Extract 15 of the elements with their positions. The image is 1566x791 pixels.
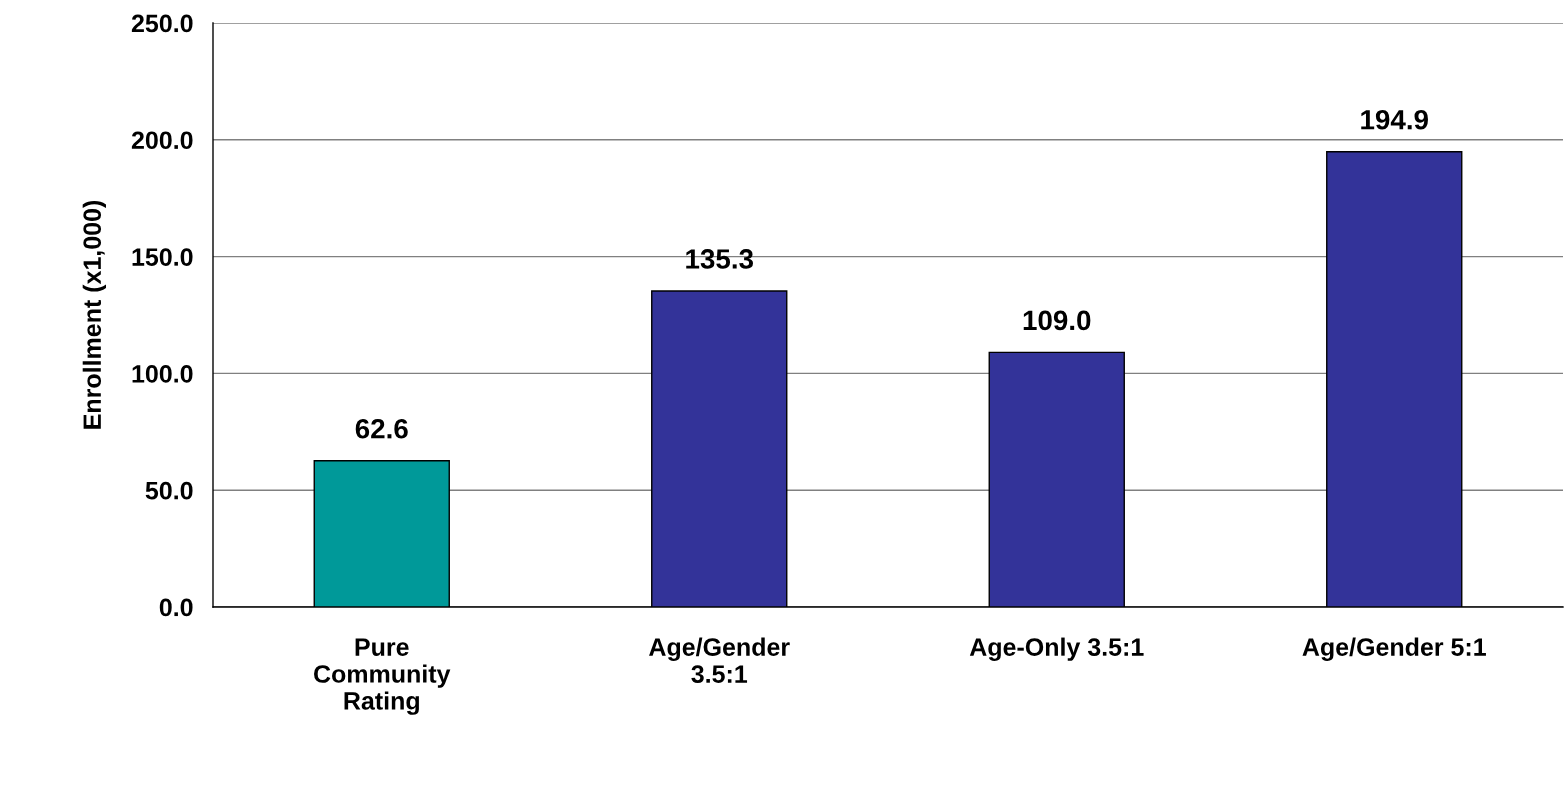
data-label: 135.3: [686, 249, 754, 269]
y-tick-label: 200.0: [131, 131, 193, 150]
y-tick-label: 50.0: [145, 481, 193, 500]
y-tick-label: 100.0: [132, 365, 193, 383]
x-tick-label: Age-Only 3.5:1: [969, 637, 1144, 661]
x-tick-label: Age/Gender 5:1: [1302, 637, 1486, 661]
y-axis-title: Enrollment (x1,000): [82, 200, 106, 429]
data-label: 109.0: [1023, 310, 1091, 331]
data-label: 62.6: [355, 418, 408, 439]
y-tick-label: 0.0: [159, 598, 193, 617]
x-tick-label: Age/Gender 3.5:1: [649, 637, 790, 683]
y-tick-label: 150.0: [132, 248, 193, 266]
y-tick-label: 250.0: [131, 14, 193, 33]
data-label: 194.9: [1361, 109, 1428, 130]
x-tick-label: Pure Community Rating: [314, 638, 451, 715]
